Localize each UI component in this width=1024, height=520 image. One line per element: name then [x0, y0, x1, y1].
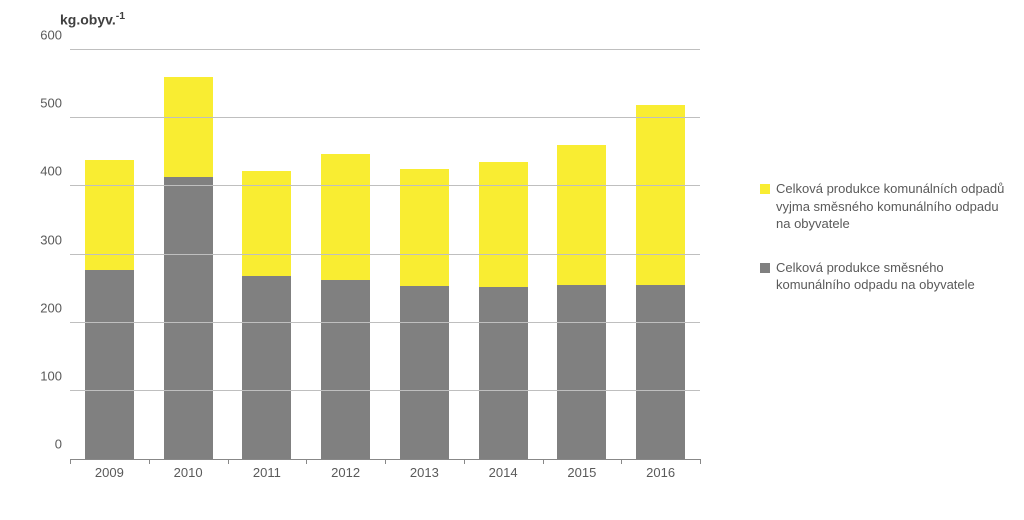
gridline — [70, 117, 700, 118]
bar-segment-mixed — [242, 276, 291, 459]
legend-swatch — [760, 263, 770, 273]
bar-stack — [636, 50, 685, 459]
bar-segment-excl_mixed — [400, 169, 449, 286]
bars-area: 20092010201120122013201420152016 — [70, 50, 700, 459]
y-tick-label: 100 — [30, 368, 70, 383]
bar-slot: 2012 — [306, 50, 385, 459]
bar-slot: 2011 — [228, 50, 307, 459]
bar-segment-mixed — [479, 287, 528, 459]
bar-segment-mixed — [164, 177, 213, 459]
x-tick-label: 2010 — [174, 459, 203, 480]
x-tick-mark — [543, 459, 544, 464]
y-tick-label: 600 — [30, 28, 70, 43]
bar-slot: 2013 — [385, 50, 464, 459]
x-tick-mark — [70, 459, 71, 464]
gridline — [70, 49, 700, 50]
x-tick-mark — [621, 459, 622, 464]
bar-stack — [164, 50, 213, 459]
legend-label: Celková produkce komunálních odpadů vyjm… — [776, 180, 1010, 233]
y-tick-label: 200 — [30, 300, 70, 315]
x-tick-mark — [464, 459, 465, 464]
bar-slot: 2015 — [543, 50, 622, 459]
bar-segment-mixed — [85, 270, 134, 460]
bar-stack — [321, 50, 370, 459]
bar-slot: 2010 — [149, 50, 228, 459]
x-tick-label: 2016 — [646, 459, 675, 480]
gridline — [70, 322, 700, 323]
bar-stack — [242, 50, 291, 459]
bar-segment-excl_mixed — [242, 171, 291, 277]
gridline — [70, 185, 700, 186]
x-tick-label: 2012 — [331, 459, 360, 480]
y-tick-label: 300 — [30, 232, 70, 247]
bar-stack — [400, 50, 449, 459]
y-tick-label: 500 — [30, 96, 70, 111]
bar-slot: 2014 — [464, 50, 543, 459]
bar-segment-excl_mixed — [557, 145, 606, 285]
y-tick-label: 400 — [30, 164, 70, 179]
legend-swatch — [760, 184, 770, 194]
bar-segment-mixed — [636, 285, 685, 459]
bar-segment-excl_mixed — [479, 162, 528, 286]
x-tick-mark — [700, 459, 701, 464]
bar-segment-excl_mixed — [321, 154, 370, 281]
x-tick-mark — [228, 459, 229, 464]
bar-segment-mixed — [400, 286, 449, 459]
x-tick-label: 2013 — [410, 459, 439, 480]
x-tick-mark — [306, 459, 307, 464]
x-tick-label: 2009 — [95, 459, 124, 480]
gridline — [70, 390, 700, 391]
x-tick-label: 2014 — [489, 459, 518, 480]
plot-area: 20092010201120122013201420152016 0100200… — [70, 50, 700, 460]
bar-segment-mixed — [557, 285, 606, 460]
bar-segment-excl_mixed — [636, 105, 685, 286]
chart-container: kg.obyv.-1 20092010201120122013201420152… — [20, 10, 720, 500]
bar-stack — [557, 50, 606, 459]
legend-label: Celková produkce směsného komunálního od… — [776, 259, 1010, 294]
bar-segment-excl_mixed — [164, 77, 213, 178]
y-tick-label: 0 — [30, 437, 70, 452]
y-axis-title: kg.obyv.-1 — [60, 10, 125, 28]
bar-stack — [479, 50, 528, 459]
legend: Celková produkce komunálních odpadů vyjm… — [760, 180, 1010, 320]
bar-slot: 2016 — [621, 50, 700, 459]
x-tick-label: 2011 — [253, 459, 281, 480]
legend-item-excl_mixed: Celková produkce komunálních odpadů vyjm… — [760, 180, 1010, 233]
bar-segment-mixed — [321, 280, 370, 459]
x-tick-mark — [149, 459, 150, 464]
legend-item-mixed: Celková produkce směsného komunálního od… — [760, 259, 1010, 294]
gridline — [70, 254, 700, 255]
x-tick-mark — [385, 459, 386, 464]
x-tick-label: 2015 — [567, 459, 596, 480]
bar-stack — [85, 50, 134, 459]
bar-slot: 2009 — [70, 50, 149, 459]
